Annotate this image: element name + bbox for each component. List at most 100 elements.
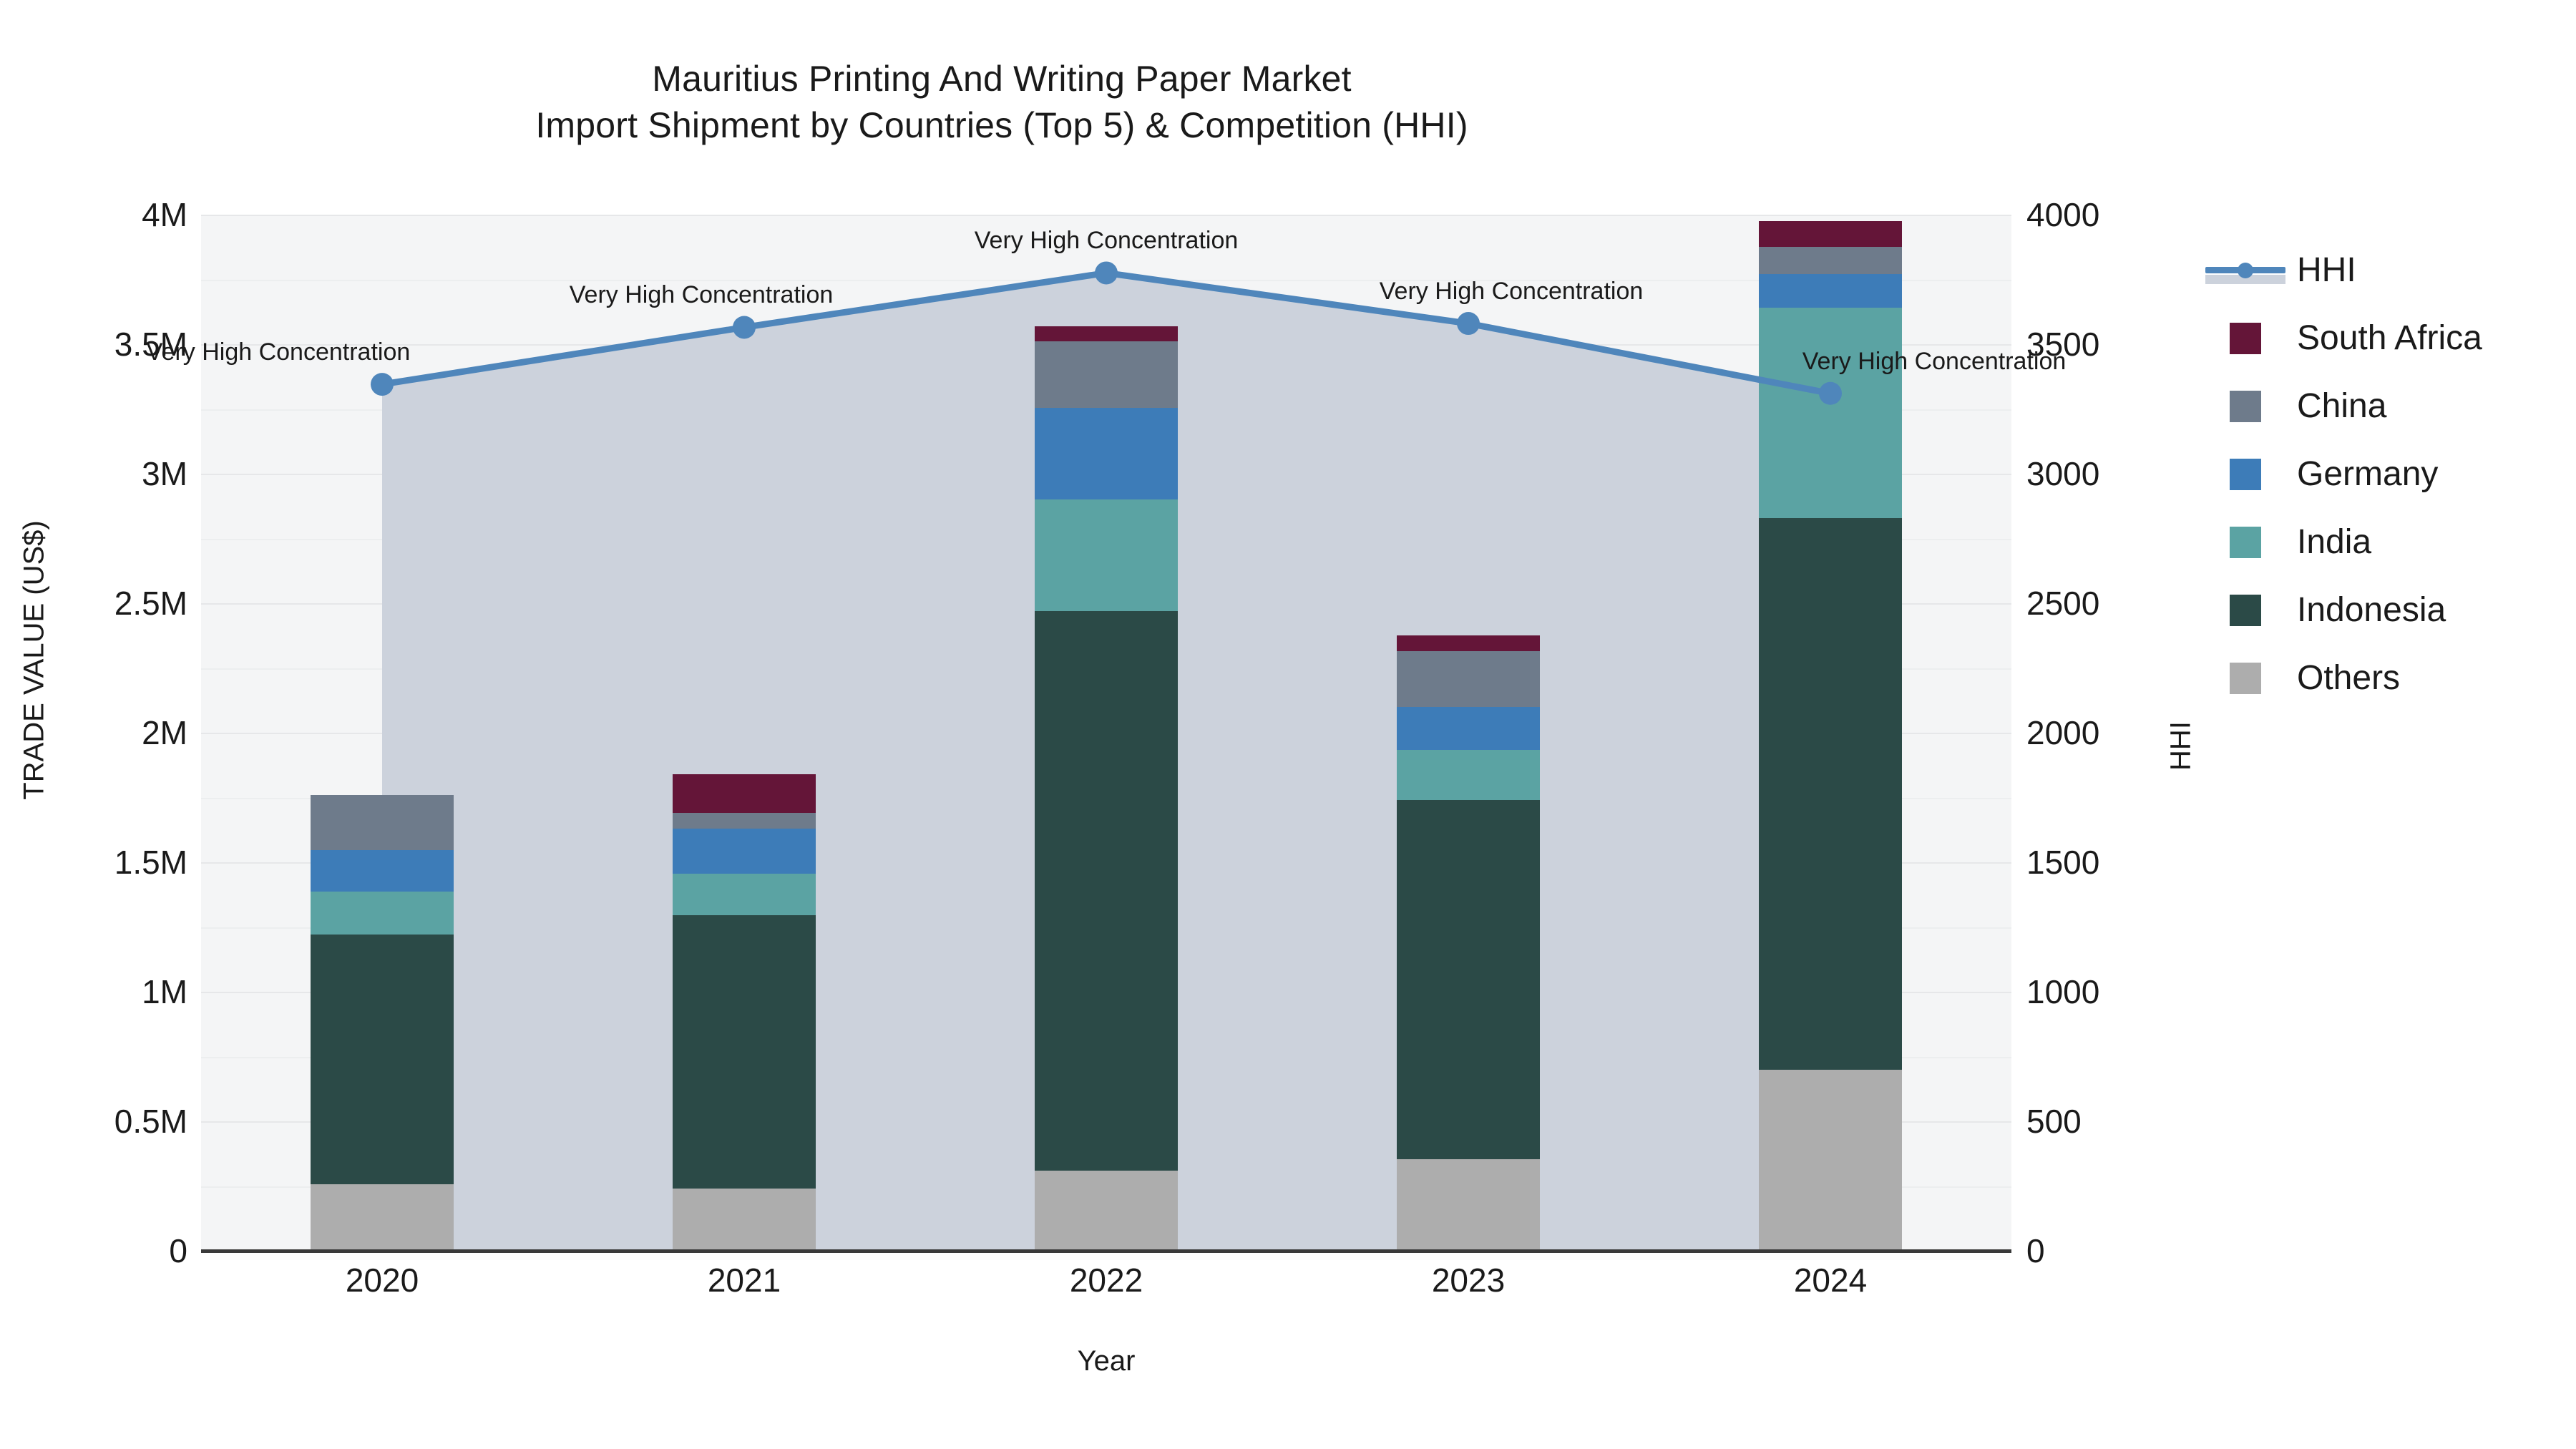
- y-right-tick-label: 2500: [2026, 585, 2100, 622]
- x-axis-line: [201, 1249, 2011, 1253]
- legend-area-band: [2205, 274, 2285, 284]
- legend-color-swatch: [2229, 594, 2261, 626]
- bar-2020[interactable]: [311, 794, 454, 1251]
- y-right-tick-label: 0: [2026, 1232, 2045, 1269]
- bar-segment-india[interactable]: [1035, 499, 1178, 611]
- x-tick-label-2021: 2021: [707, 1262, 781, 1299]
- legend-swatch-icon: [2200, 662, 2290, 694]
- legend-item-hhi[interactable]: HHI: [2200, 236, 2572, 304]
- bar-segment-india[interactable]: [311, 891, 454, 935]
- bar-2023[interactable]: [1397, 635, 1540, 1251]
- hhi-marker-2022[interactable]: [1095, 261, 1118, 285]
- y-axis-left-title: TRADE VALUE (US$): [18, 520, 50, 800]
- legend-color-swatch: [2229, 458, 2261, 490]
- legend-swatch-icon: [2200, 390, 2290, 422]
- legend: HHI South Africa China Germany India Indonesi…: [2200, 236, 2572, 712]
- legend-item-others[interactable]: Others: [2200, 644, 2572, 712]
- legend-item-south-africa[interactable]: South Africa: [2200, 304, 2572, 372]
- legend-color-swatch: [2229, 322, 2261, 354]
- annotation-2024: Very High Concentration: [1802, 347, 2067, 375]
- x-tick-label-2020: 2020: [345, 1262, 419, 1299]
- plot-area: [201, 215, 2011, 1252]
- legend-line-marker-icon: [2237, 262, 2253, 278]
- x-tick-label-2022: 2022: [1069, 1262, 1143, 1299]
- bar-segment-others[interactable]: [1397, 1158, 1540, 1251]
- hhi-marker-2021[interactable]: [733, 316, 756, 339]
- bar-segment-germany[interactable]: [1035, 407, 1178, 500]
- y-axis-right-title: HHI: [2165, 721, 2197, 771]
- legend-item-label: Germany: [2297, 455, 2439, 493]
- bar-segment-china[interactable]: [1759, 247, 1902, 275]
- chart-title-line-1: Mauritius Printing And Writing Paper Mar…: [652, 59, 1352, 99]
- bar-segment-china[interactable]: [1035, 341, 1178, 408]
- y-right-tick-label: 3500: [2026, 326, 2100, 363]
- bar-segment-china[interactable]: [1397, 651, 1540, 707]
- legend-item-india[interactable]: India: [2200, 508, 2572, 576]
- bar-segment-others[interactable]: [311, 1184, 454, 1251]
- bar-segment-others[interactable]: [1035, 1170, 1178, 1251]
- legend-swatch-icon: [2200, 322, 2290, 354]
- bar-segment-south-africa[interactable]: [673, 774, 816, 814]
- legend-item-label: South Africa: [2297, 319, 2482, 357]
- bar-segment-indonesia[interactable]: [1035, 610, 1178, 1171]
- y-axis-left-ticks: 0 0.5M 1M 1.5M 2M 2.5M 3M 3.5M 4M: [0, 0, 187, 1449]
- bar-2021[interactable]: [673, 774, 816, 1251]
- y-right-tick-label: 2000: [2026, 714, 2100, 751]
- bar-segment-germany[interactable]: [673, 828, 816, 874]
- bar-2024[interactable]: [1759, 221, 1902, 1251]
- legend-item-indonesia[interactable]: Indonesia: [2200, 576, 2572, 644]
- bar-segment-india[interactable]: [1397, 749, 1540, 801]
- x-axis-title: Year: [1077, 1345, 1136, 1377]
- x-tick-label-2024: 2024: [1793, 1262, 1868, 1299]
- annotation-2022: Very High Concentration: [974, 227, 1239, 255]
- legend-item-label: Indonesia: [2297, 591, 2446, 629]
- bar-segment-indonesia[interactable]: [1759, 517, 1902, 1070]
- bar-segment-indonesia[interactable]: [1397, 800, 1540, 1159]
- bar-segment-india[interactable]: [673, 874, 816, 916]
- bar-segment-others[interactable]: [1759, 1069, 1902, 1251]
- legend-swatch-icon: [2200, 594, 2290, 626]
- y-right-tick-label: 4000: [2026, 196, 2100, 233]
- chart-title-line-2: Import Shipment by Countries (Top 5) & C…: [535, 105, 1468, 145]
- hhi-marker-2023[interactable]: [1457, 312, 1480, 336]
- bar-segment-germany[interactable]: [1397, 706, 1540, 750]
- y-left-tick-label: 1M: [142, 973, 187, 1010]
- y-right-tick-label: 3000: [2026, 455, 2100, 492]
- bar-segment-indonesia[interactable]: [311, 935, 454, 1184]
- y-left-tick-label: 1.5M: [114, 844, 187, 881]
- bar-segment-indonesia[interactable]: [673, 915, 816, 1189]
- hhi-marker-2020[interactable]: [371, 373, 394, 396]
- bar-segment-others[interactable]: [673, 1189, 816, 1251]
- legend-line-icon: [2200, 260, 2290, 284]
- bar-segment-germany[interactable]: [311, 849, 454, 892]
- legend-item-label: HHI: [2297, 251, 2356, 289]
- bar-segment-south-africa[interactable]: [1035, 326, 1178, 342]
- legend-swatch-icon: [2200, 458, 2290, 490]
- legend-swatch-icon: [2200, 526, 2290, 558]
- y-right-tick-label: 1000: [2026, 973, 2100, 1010]
- y-left-tick-label: 0.5M: [114, 1103, 187, 1140]
- y-left-tick-label: 2.5M: [114, 585, 187, 622]
- y-left-tick-label: 2M: [142, 714, 187, 751]
- y-left-tick-label: 0: [169, 1232, 187, 1269]
- legend-color-swatch: [2229, 390, 2261, 422]
- bar-segment-china[interactable]: [311, 794, 454, 850]
- y-right-tick-label: 500: [2026, 1103, 2082, 1140]
- legend-item-germany[interactable]: Germany: [2200, 440, 2572, 508]
- annotation-2021: Very High Concentration: [569, 281, 834, 309]
- hhi-marker-2024[interactable]: [1819, 381, 1842, 405]
- legend-item-label: India: [2297, 523, 2372, 561]
- bar-segment-south-africa[interactable]: [1397, 635, 1540, 652]
- bar-segment-south-africa[interactable]: [1759, 221, 1902, 248]
- hhi-line-series: [371, 261, 1842, 405]
- y-left-tick-label: 3M: [142, 455, 187, 492]
- bar-segment-china[interactable]: [673, 813, 816, 829]
- bar-2022[interactable]: [1035, 326, 1178, 1251]
- bar-segment-india[interactable]: [1759, 308, 1902, 518]
- chart-title: Mauritius Printing And Writing Paper Mar…: [0, 56, 2004, 149]
- legend-item-china[interactable]: China: [2200, 372, 2572, 440]
- bar-segment-germany[interactable]: [1759, 274, 1902, 308]
- legend-color-swatch: [2229, 662, 2261, 694]
- y-right-tick-label: 1500: [2026, 844, 2100, 881]
